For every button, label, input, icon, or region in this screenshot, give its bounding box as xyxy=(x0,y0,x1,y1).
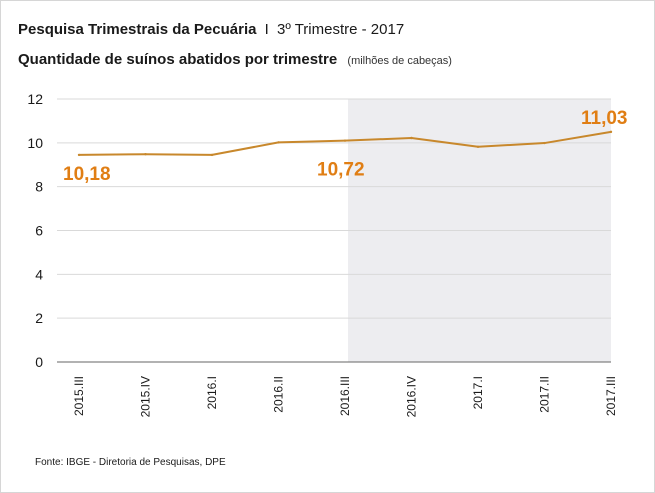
data-point xyxy=(476,145,480,148)
survey-title: Pesquisa Trimestrais da Pecuária xyxy=(18,21,257,38)
chart-subtitle: Quantidade de suínos abatidos por trimes… xyxy=(18,51,452,68)
y-tick-label: 10 xyxy=(27,135,43,151)
subtitle-text: Quantidade de suínos abatidos por trimes… xyxy=(18,51,338,68)
source-note: Fonte: IBGE - Diretoria de Pesquisas, DP… xyxy=(35,457,226,468)
data-point xyxy=(144,153,147,156)
x-tick-label: 2015.IV xyxy=(139,376,153,417)
y-tick-label: 0 xyxy=(35,354,43,370)
data-point xyxy=(210,153,214,157)
y-tick-label: 8 xyxy=(35,179,43,195)
data-label: 10,72 xyxy=(317,160,365,181)
data-point xyxy=(410,136,413,140)
data-label: 10,18 xyxy=(63,164,111,185)
x-tick-label: 2017.III xyxy=(604,376,618,416)
data-point xyxy=(277,141,280,144)
y-tick-label: 12 xyxy=(27,91,43,107)
period-label: 3º Trimestre - 2017 xyxy=(276,21,405,38)
data-point xyxy=(609,130,613,134)
y-tick-label: 6 xyxy=(35,223,43,239)
x-tick-label: 2016.III xyxy=(338,376,352,416)
data-point xyxy=(543,141,546,145)
x-tick-label: 2016.II xyxy=(272,376,286,413)
data-point xyxy=(343,139,347,142)
data-label: 11,03 xyxy=(581,108,628,129)
y-tick-label: 4 xyxy=(35,266,43,282)
x-tick-label: 2016.IV xyxy=(405,376,419,417)
x-tick-label: 2017.II xyxy=(538,376,552,413)
chart-header: Pesquisa Trimestrais da Pecuária I 3º Tr… xyxy=(18,21,404,38)
data-point xyxy=(77,153,81,157)
x-tick-label: 2017.I xyxy=(471,376,485,409)
y-tick-label: 2 xyxy=(35,310,43,326)
unit-label: (milhões de cabeças) xyxy=(347,55,452,67)
title-separator: I xyxy=(264,21,269,38)
x-tick-label: 2015.III xyxy=(72,376,86,416)
x-tick-label: 2016.I xyxy=(205,376,219,409)
